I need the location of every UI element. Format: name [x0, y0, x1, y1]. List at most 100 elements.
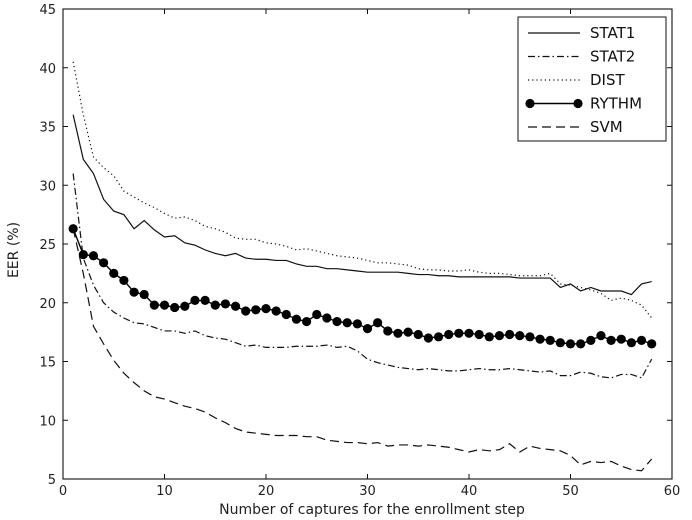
data-point-rythm: [312, 309, 322, 320]
x-tick-label: 60: [664, 484, 681, 499]
data-point-rythm: [342, 318, 352, 328]
x-tick-label: 40: [461, 484, 478, 499]
data-point-rythm: [149, 300, 159, 310]
data-point-rythm: [251, 305, 261, 315]
legend-label-svm: SVM: [590, 118, 623, 136]
data-point-rythm: [525, 332, 535, 342]
series-line-dist: [72, 61, 653, 319]
data-point-rythm: [200, 295, 210, 305]
data-point-rythm: [373, 318, 383, 328]
data-point-rythm: [68, 224, 78, 234]
data-point-rythm: [109, 268, 119, 278]
data-point-rythm: [474, 329, 484, 340]
data-point-rythm: [88, 251, 99, 261]
data-point-rythm: [261, 304, 271, 314]
data-point-rythm: [322, 313, 332, 323]
axis-ticks: 0 10 20 30 40 50 60 5 10 15 20 25 30 35 40 45: [39, 3, 680, 499]
series-rythm: [68, 224, 657, 349]
legend-item-rythm: RYTHM: [525, 95, 642, 113]
legend-marker-rythm: [573, 98, 583, 109]
data-point-rythm: [352, 319, 362, 329]
series-layer: [68, 61, 657, 472]
y-tick-label: 35: [39, 121, 56, 136]
data-point-rythm: [281, 309, 291, 320]
x-tick-label: 20: [258, 484, 275, 499]
data-point-rythm: [454, 328, 464, 338]
data-point-rythm: [423, 333, 433, 343]
data-point-rythm: [484, 332, 494, 342]
data-point-rythm: [413, 329, 423, 340]
data-point-rythm: [464, 328, 474, 338]
legend-item-svm: SVM: [528, 118, 623, 136]
data-point-rythm: [505, 329, 515, 340]
y-tick-label: 20: [39, 297, 56, 312]
data-point-rythm: [190, 295, 200, 305]
data-point-rythm: [393, 328, 403, 338]
data-point-rythm: [78, 249, 88, 260]
data-point-rythm: [241, 306, 251, 316]
series-stat1: [72, 114, 652, 296]
data-point-rythm: [291, 314, 302, 324]
series-stat2: [72, 173, 653, 379]
data-point-rythm: [170, 302, 180, 313]
legend-label-dist: DIST: [590, 71, 625, 89]
data-point-rythm: [606, 335, 616, 345]
series-line-rythm: [72, 228, 652, 345]
series-dist: [72, 61, 653, 319]
y-axis-label: EER (%): [6, 222, 22, 278]
x-axis-label: Number of captures for the enrollment st…: [219, 502, 525, 518]
data-point-rythm: [332, 316, 342, 327]
x-tick-label: 50: [562, 484, 579, 499]
legend-item-dist: DIST: [528, 71, 625, 89]
legend-label-stat1: STAT1: [590, 24, 635, 42]
legend-marker-rythm: [525, 98, 535, 109]
data-point-rythm: [515, 331, 525, 341]
data-point-rythm: [271, 306, 281, 316]
y-tick-label: 45: [39, 3, 56, 18]
data-point-rythm: [586, 335, 596, 345]
legend-label-stat2: STAT2: [590, 48, 635, 66]
data-point-rythm: [302, 316, 312, 327]
x-tick-label: 30: [359, 484, 376, 499]
series-svm: [72, 228, 653, 472]
data-point-rythm: [444, 329, 454, 340]
legend-label-rythm: RYTHM: [590, 95, 642, 113]
series-line-stat1: [72, 114, 652, 296]
x-tick-label: 10: [156, 484, 173, 499]
data-point-rythm: [180, 301, 190, 311]
data-point-rythm: [596, 331, 606, 341]
data-point-rythm: [129, 287, 139, 297]
legend: STAT1 STAT2 DIST RYTHM SVM: [517, 16, 667, 142]
data-point-rythm: [626, 338, 637, 348]
data-point-rythm: [139, 289, 149, 300]
y-tick-label: 25: [39, 238, 56, 253]
series-line-stat2: [72, 173, 653, 379]
data-point-rythm: [616, 334, 626, 344]
legend-item-stat2: STAT2: [528, 48, 635, 66]
data-point-rythm: [555, 338, 565, 348]
data-point-rythm: [383, 326, 393, 336]
data-point-rythm: [159, 300, 170, 310]
x-tick-label: 0: [59, 484, 67, 499]
data-point-rythm: [576, 339, 586, 349]
data-point-rythm: [494, 331, 505, 341]
data-point-rythm: [647, 339, 657, 349]
data-point-rythm: [99, 258, 109, 268]
y-tick-label: 40: [39, 62, 56, 77]
series-line-svm: [72, 228, 653, 472]
data-point-rythm: [230, 301, 241, 311]
data-point-rythm: [565, 339, 576, 349]
legend-item-stat1: STAT1: [528, 24, 635, 42]
data-point-rythm: [119, 275, 129, 286]
data-point-rythm: [636, 335, 647, 345]
data-point-rythm: [362, 324, 373, 334]
data-point-rythm: [403, 327, 413, 337]
y-tick-label: 15: [39, 356, 56, 371]
data-point-rythm: [535, 334, 545, 344]
data-point-rythm: [433, 332, 444, 342]
y-tick-label: 30: [39, 179, 56, 194]
y-tick-label: 5: [48, 473, 56, 488]
data-point-rythm: [210, 300, 220, 310]
